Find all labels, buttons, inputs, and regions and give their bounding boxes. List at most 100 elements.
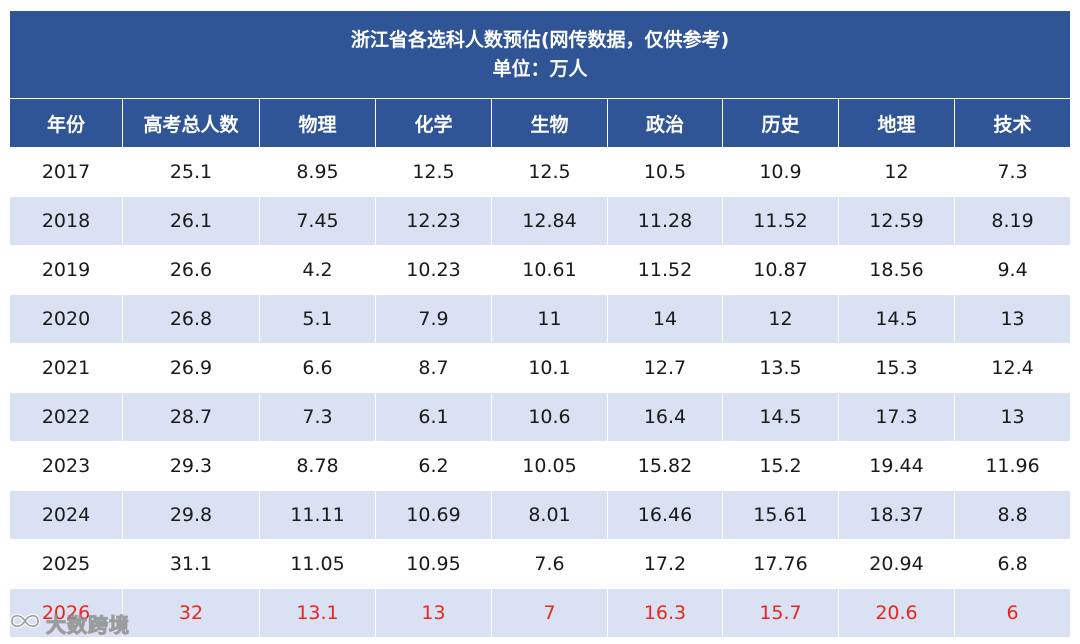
table-title-unit: 单位：万人 [492, 57, 588, 80]
table-row: 2020 26.8 5.1 7.9 11 14 12 14.5 13 [10, 294, 1071, 343]
cell-biology: 12.84 [491, 196, 607, 245]
cell-chemistry: 12.5 [375, 147, 491, 196]
cell-politics: 15.82 [607, 441, 722, 490]
cell-physics: 4.2 [259, 245, 375, 294]
cell-technology: 12.4 [954, 343, 1071, 392]
cell-total: 26.1 [122, 196, 259, 245]
cell-politics: 11.52 [607, 245, 722, 294]
cell-biology: 10.1 [491, 343, 607, 392]
cell-chemistry: 10.69 [375, 490, 491, 539]
infinity-logo-icon [8, 610, 42, 636]
cell-chemistry: 10.23 [375, 245, 491, 294]
header-biology: 生物 [491, 99, 607, 147]
cell-technology: 11.96 [954, 441, 1071, 490]
cell-physics: 13.1 [259, 588, 375, 637]
cell-biology: 7.6 [491, 539, 607, 588]
cell-geography: 14.5 [838, 294, 954, 343]
cell-geography: 12 [838, 147, 954, 196]
title-row: 浙江省各选科人数预估(网传数据，仅供参考) 单位：万人 [10, 11, 1071, 99]
header-row: 年份 高考总人数 物理 化学 生物 政治 历史 地理 技术 [10, 99, 1071, 147]
cell-biology: 11 [491, 294, 607, 343]
cell-chemistry: 8.7 [375, 343, 491, 392]
cell-history: 13.5 [722, 343, 838, 392]
cell-physics: 11.05 [259, 539, 375, 588]
header-geography: 地理 [838, 99, 954, 147]
cell-technology: 13 [954, 392, 1071, 441]
cell-history: 10.9 [722, 147, 838, 196]
cell-technology: 8.8 [954, 490, 1071, 539]
cell-chemistry: 6.1 [375, 392, 491, 441]
cell-history: 12 [722, 294, 838, 343]
cell-biology: 12.5 [491, 147, 607, 196]
cell-geography: 12.59 [838, 196, 954, 245]
cell-physics: 6.6 [259, 343, 375, 392]
cell-geography: 20.94 [838, 539, 954, 588]
cell-politics: 11.28 [607, 196, 722, 245]
cell-chemistry: 12.23 [375, 196, 491, 245]
cell-history: 10.87 [722, 245, 838, 294]
cell-physics: 8.78 [259, 441, 375, 490]
table-row: 2019 26.6 4.2 10.23 10.61 11.52 10.87 18… [10, 245, 1071, 294]
table-row: 2017 25.1 8.95 12.5 12.5 10.5 10.9 12 7.… [10, 147, 1071, 196]
cell-politics: 14 [607, 294, 722, 343]
cell-physics: 7.45 [259, 196, 375, 245]
table-title: 浙江省各选科人数预估(网传数据，仅供参考) 单位：万人 [10, 11, 1071, 99]
cell-year: 2022 [10, 392, 122, 441]
cell-history: 11.52 [722, 196, 838, 245]
cell-technology: 6.8 [954, 539, 1071, 588]
cell-total: 32 [122, 588, 259, 637]
cell-geography: 19.44 [838, 441, 954, 490]
cell-geography: 20.6 [838, 588, 954, 637]
cell-year: 2026 [10, 588, 122, 637]
cell-total: 29.3 [122, 441, 259, 490]
cell-chemistry: 6.2 [375, 441, 491, 490]
cell-biology: 7 [491, 588, 607, 637]
cell-geography: 15.3 [838, 343, 954, 392]
cell-history: 15.61 [722, 490, 838, 539]
cell-technology: 7.3 [954, 147, 1071, 196]
table-row: 2024 29.8 11.11 10.69 8.01 16.46 15.61 1… [10, 490, 1071, 539]
cell-technology: 9.4 [954, 245, 1071, 294]
cell-physics: 7.3 [259, 392, 375, 441]
cell-chemistry: 10.95 [375, 539, 491, 588]
header-politics: 政治 [607, 99, 722, 147]
cell-year: 2025 [10, 539, 122, 588]
cell-history: 15.7 [722, 588, 838, 637]
cell-total: 26.9 [122, 343, 259, 392]
cell-geography: 18.56 [838, 245, 954, 294]
watermark: 大数跨境 [8, 606, 130, 640]
cell-history: 14.5 [722, 392, 838, 441]
cell-year: 2020 [10, 294, 122, 343]
cell-total: 26.6 [122, 245, 259, 294]
cell-total: 25.1 [122, 147, 259, 196]
cell-year: 2018 [10, 196, 122, 245]
cell-biology: 10.05 [491, 441, 607, 490]
cell-technology: 8.19 [954, 196, 1071, 245]
header-total: 高考总人数 [122, 99, 259, 147]
cell-total: 28.7 [122, 392, 259, 441]
cell-politics: 16.46 [607, 490, 722, 539]
subject-selection-table: 浙江省各选科人数预估(网传数据，仅供参考) 单位：万人 年份 高考总人数 物理 … [10, 11, 1071, 637]
table-row-forecast: 2026 32 13.1 13 7 16.3 15.7 20.6 6 [10, 588, 1071, 637]
cell-history: 17.76 [722, 539, 838, 588]
watermark-text: 大数跨境 [46, 612, 130, 637]
header-history: 历史 [722, 99, 838, 147]
cell-total: 26.8 [122, 294, 259, 343]
header-chemistry: 化学 [375, 99, 491, 147]
cell-chemistry: 13 [375, 588, 491, 637]
table-title-main: 浙江省各选科人数预估(网传数据，仅供参考) [350, 28, 730, 51]
cell-history: 15.2 [722, 441, 838, 490]
cell-year: 2024 [10, 490, 122, 539]
cell-geography: 17.3 [838, 392, 954, 441]
cell-physics: 11.11 [259, 490, 375, 539]
cell-year: 2021 [10, 343, 122, 392]
cell-politics: 16.3 [607, 588, 722, 637]
cell-geography: 18.37 [838, 490, 954, 539]
cell-chemistry: 7.9 [375, 294, 491, 343]
cell-physics: 5.1 [259, 294, 375, 343]
table-row: 2021 26.9 6.6 8.7 10.1 12.7 13.5 15.3 12… [10, 343, 1071, 392]
cell-politics: 10.5 [607, 147, 722, 196]
cell-biology: 8.01 [491, 490, 607, 539]
cell-politics: 16.4 [607, 392, 722, 441]
cell-physics: 8.95 [259, 147, 375, 196]
